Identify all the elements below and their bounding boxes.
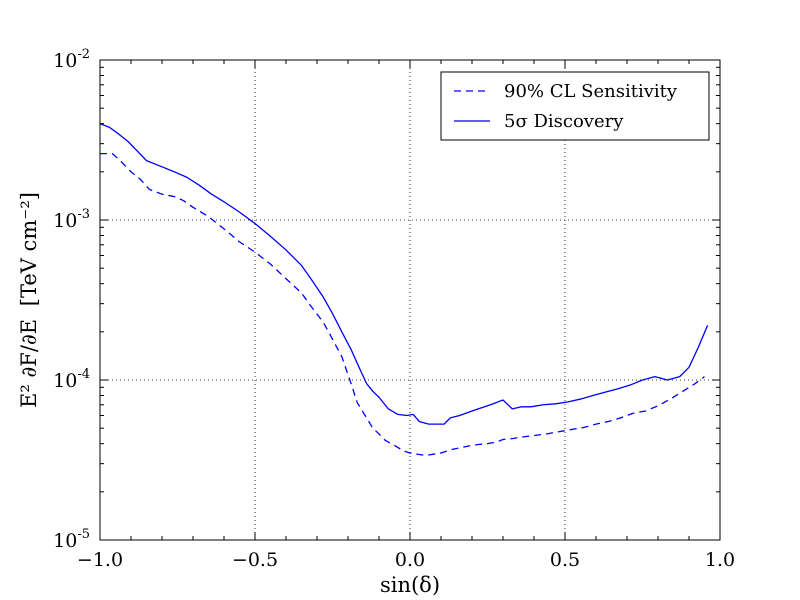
y-tick-label-exponent: -3 (77, 207, 90, 222)
y-tick-label: 10-4 (53, 367, 90, 392)
series-line-sensitivity (100, 152, 705, 456)
y-tick-label-base: 10 (53, 530, 77, 552)
y-axis-label-unit: [TeV cm⁻²] (17, 192, 41, 306)
y-axis-label-main: E² ∂F/∂E (17, 319, 41, 408)
series-layer (100, 123, 709, 456)
legend-label-sensitivity: 90% CL Sensitivity (504, 81, 678, 102)
y-tick-label-base: 10 (53, 50, 77, 72)
y-tick-label-exponent: -5 (77, 527, 90, 542)
series-line-discovery (100, 123, 709, 425)
y-tick-label-base: 10 (53, 210, 77, 232)
x-tick-label: 0.5 (550, 549, 580, 571)
legend-box (440, 71, 710, 141)
y-tick-label: 10-5 (53, 527, 90, 552)
legend: 90% CL Sensitivity 5σ Discovery (440, 71, 710, 141)
y-tick-label-base: 10 (53, 370, 77, 392)
y-axis-label: E² ∂F/∂E [TeV cm⁻²] (17, 192, 41, 408)
tick-labels: −1.0 −0.5 0.0 0.5 1.010-510-410-310-2 (53, 47, 735, 571)
x-tick-label: −1.0 (77, 549, 123, 571)
legend-label-discovery: 5σ Discovery (504, 111, 624, 132)
x-tick-label: 1.0 (705, 549, 735, 571)
y-tick-label: 10-2 (53, 47, 90, 72)
x-tick-label: 0.0 (395, 549, 425, 571)
svg-text:E² ∂F/∂E [TeV cm⁻²]: E² ∂F/∂E [TeV cm⁻²] (17, 192, 41, 408)
x-tick-label: −0.5 (232, 549, 278, 571)
y-tick-label-exponent: -4 (77, 367, 90, 382)
y-tick-label-exponent: -2 (77, 47, 90, 62)
x-axis-label: sin(δ) (380, 573, 440, 597)
y-tick-label: 10-3 (53, 207, 90, 232)
ticks (99, 59, 721, 541)
